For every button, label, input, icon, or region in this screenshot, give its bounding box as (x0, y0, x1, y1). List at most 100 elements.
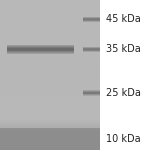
Bar (0, 80, 100, 81)
Bar (0, 96, 100, 98)
Bar (0, 72, 100, 74)
Bar (0, 4, 100, 6)
Bar (0, 126, 100, 128)
Text: 10 kDa: 10 kDa (106, 134, 141, 144)
Bar (0, 94, 100, 96)
Bar (0, 63, 100, 64)
Bar (0, 32, 100, 33)
Bar (0, 106, 100, 108)
Bar (7, 52, 74, 53)
Bar (0, 26, 100, 27)
Bar (0, 28, 100, 30)
Bar (83, 48, 100, 49)
Bar (0, 69, 100, 70)
Bar (0, 54, 100, 56)
Bar (0, 51, 100, 52)
Bar (0, 3, 100, 4)
Bar (0, 98, 100, 99)
Bar (0, 134, 100, 135)
Bar (0, 11, 100, 12)
Bar (0, 34, 100, 36)
Bar (0, 0, 100, 2)
Bar (0, 138, 100, 140)
Bar (0, 128, 100, 129)
Bar (0, 21, 100, 22)
Bar (0, 39, 100, 40)
Bar (0, 16, 100, 18)
Bar (0, 99, 100, 100)
Bar (0, 9, 100, 11)
Bar (0, 57, 100, 58)
Bar (0, 116, 100, 117)
Bar (0, 70, 100, 72)
Bar (7, 50, 74, 51)
Bar (0, 84, 100, 86)
Bar (0, 18, 100, 20)
Bar (0, 40, 100, 42)
Bar (83, 50, 100, 51)
Bar (83, 90, 100, 91)
Bar (83, 51, 100, 52)
Bar (0, 61, 100, 63)
Bar (83, 92, 100, 93)
Bar (0, 66, 100, 68)
Bar (83, 47, 100, 48)
Bar (0, 129, 100, 130)
Bar (83, 94, 100, 95)
Bar (0, 136, 100, 138)
Bar (83, 49, 100, 50)
Bar (0, 6, 100, 8)
Bar (0, 58, 100, 60)
Bar (0, 102, 100, 104)
Bar (0, 27, 100, 28)
Text: 35 kDa: 35 kDa (106, 45, 141, 54)
Bar (0, 85, 100, 87)
Bar (0, 82, 100, 84)
Bar (0, 140, 100, 141)
Text: 45 kDa: 45 kDa (106, 15, 141, 24)
Bar (0, 74, 100, 75)
Bar (0, 20, 100, 21)
Bar (0, 132, 100, 134)
Bar (0, 48, 100, 50)
Bar (83, 21, 100, 22)
Bar (0, 103, 100, 105)
Bar (83, 95, 100, 96)
Bar (0, 22, 100, 24)
Bar (0, 128, 100, 150)
Bar (0, 108, 100, 110)
Bar (7, 53, 74, 54)
Bar (0, 122, 100, 123)
Bar (0, 148, 100, 150)
Bar (83, 18, 100, 19)
Bar (0, 110, 100, 111)
Bar (0, 50, 100, 51)
Bar (0, 111, 100, 112)
Bar (0, 87, 100, 88)
Bar (0, 33, 100, 34)
Bar (0, 24, 100, 26)
Bar (0, 42, 100, 44)
Bar (83, 20, 100, 21)
Bar (0, 146, 100, 147)
Bar (100, 0, 148, 150)
Bar (0, 100, 100, 102)
Bar (0, 30, 100, 31)
Bar (0, 147, 100, 148)
Bar (0, 141, 100, 142)
Bar (0, 117, 100, 118)
Bar (0, 64, 100, 66)
Bar (0, 14, 100, 15)
Bar (0, 105, 100, 106)
Bar (0, 60, 100, 61)
Bar (0, 142, 100, 144)
Bar (0, 46, 100, 48)
Bar (0, 92, 100, 93)
Bar (83, 19, 100, 20)
Bar (7, 46, 74, 47)
Bar (0, 76, 100, 78)
Bar (7, 49, 74, 50)
Bar (0, 0, 100, 128)
Bar (0, 52, 100, 54)
Bar (7, 48, 74, 49)
